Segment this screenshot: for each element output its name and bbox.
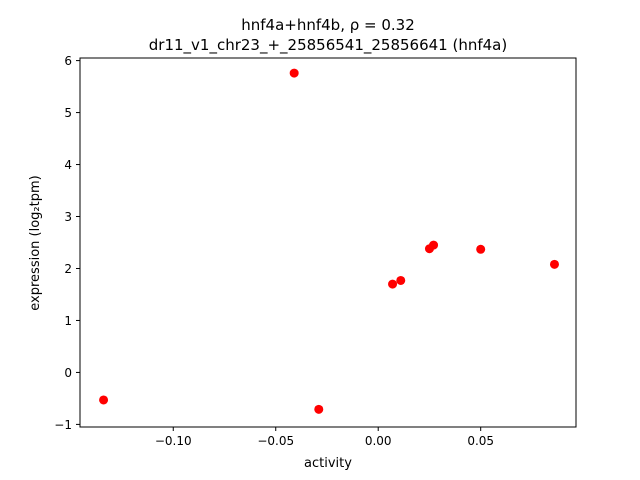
y-tick-label: 6 — [64, 54, 72, 68]
data-point — [314, 404, 324, 414]
x-tick-label: 0.00 — [365, 434, 392, 448]
x-tick-label: −0.10 — [155, 434, 192, 448]
data-points — [99, 68, 559, 414]
y-tick-label: 4 — [64, 158, 72, 172]
x-tick-label: 0.05 — [467, 434, 494, 448]
chart-title-line-1: hnf4a+hnf4b, ρ = 0.32 — [241, 16, 415, 34]
data-point — [99, 395, 109, 405]
chart-title-line-2: dr11_v1_chr23_+_25856541_25856641 (hnf4a… — [149, 36, 507, 55]
plot-axes: −0.10 −0.05 0.00 0.05 −1 0 1 2 3 4 5 6 — [54, 54, 494, 448]
data-point — [476, 244, 486, 254]
data-point — [396, 275, 406, 285]
y-axis-label: expression (log₂tpm) — [28, 175, 43, 310]
x-axis-label: activity — [304, 456, 352, 471]
y-tick-label: 0 — [64, 366, 72, 380]
x-tick-label: −0.05 — [257, 434, 294, 448]
plot-frame — [79, 57, 577, 428]
data-point — [388, 279, 398, 289]
y-tick-label: 5 — [64, 106, 72, 120]
y-tick-label: 2 — [64, 262, 72, 276]
data-point — [289, 68, 299, 78]
y-tick-label: 3 — [64, 210, 72, 224]
y-tick-label: −1 — [54, 418, 72, 432]
y-tick-label: 1 — [64, 314, 72, 328]
data-point — [549, 259, 559, 269]
data-point — [429, 240, 439, 250]
